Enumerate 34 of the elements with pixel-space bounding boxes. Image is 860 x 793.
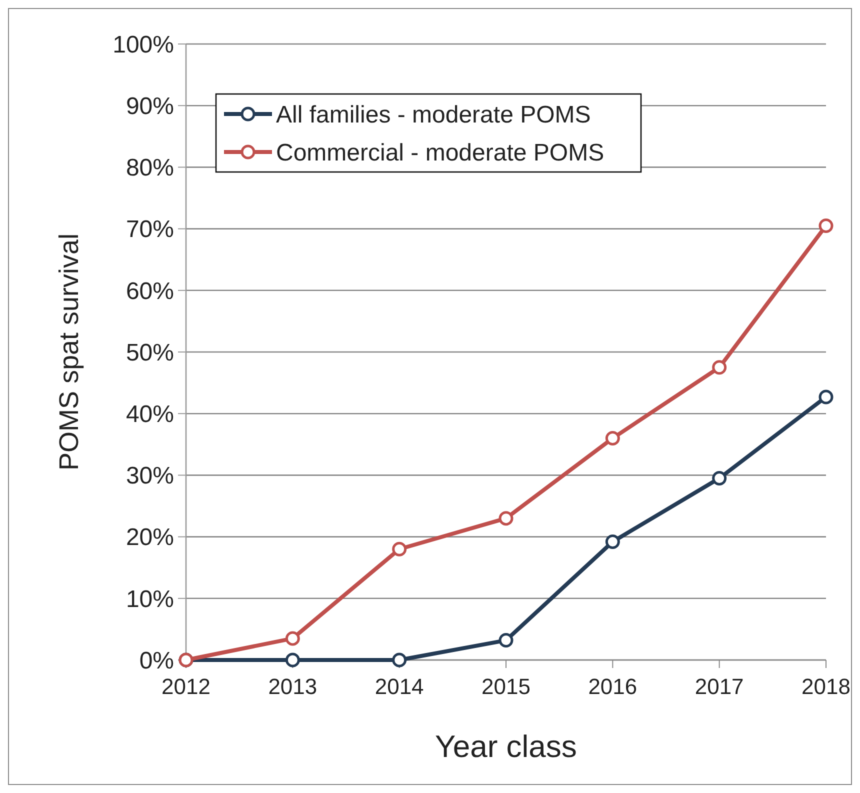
y-tick-label: 20% — [126, 524, 174, 552]
point — [818, 390, 834, 404]
x-tick-label: 2015 — [482, 674, 530, 699]
legend-label: Commercial - moderate POMS — [276, 139, 604, 166]
x-tick-label: 2018 — [802, 674, 850, 699]
x-tick-label: 2017 — [694, 674, 744, 699]
point — [605, 534, 620, 549]
y-tick-label: 100% — [112, 31, 174, 58]
y-tick-label: 10% — [126, 586, 174, 613]
point — [605, 430, 620, 446]
y-axis-title: POMS spat survival — [54, 233, 84, 471]
point — [818, 218, 834, 233]
point — [498, 511, 514, 526]
y-tick-label: 60% — [126, 278, 174, 305]
x-tick-label: 2013 — [268, 674, 318, 699]
y-tick-label: 70% — [126, 216, 174, 244]
y-tick-label: 80% — [126, 154, 174, 182]
x-tick-label: 2016 — [588, 674, 638, 699]
y-tick-label: 30% — [126, 462, 174, 490]
point — [392, 652, 407, 668]
point — [712, 471, 727, 486]
point — [285, 631, 300, 646]
y-tick-label: 0% — [139, 647, 174, 674]
y-tick-label: 40% — [126, 401, 174, 428]
y-tick-label: 90% — [126, 93, 174, 120]
x-tick-label: 2014 — [374, 674, 424, 699]
x-axis-title: Year class — [435, 729, 577, 764]
point — [285, 652, 300, 668]
legend-label: All families - moderate POMS — [276, 101, 591, 128]
point — [712, 360, 727, 375]
x-tick-label: 2012 — [162, 674, 210, 699]
y-tick-label: 50% — [126, 339, 174, 366]
point — [498, 633, 514, 648]
point — [392, 542, 407, 556]
